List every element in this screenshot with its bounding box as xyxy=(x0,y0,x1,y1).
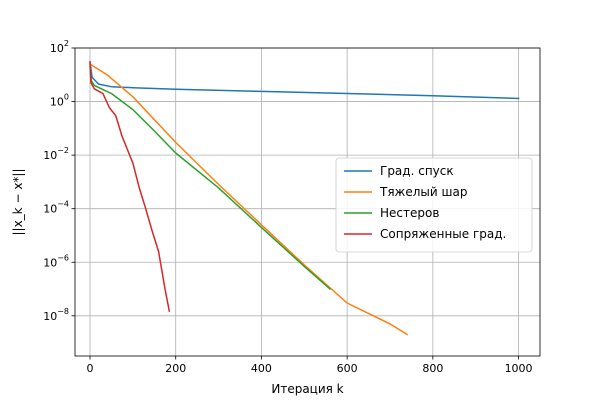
plot-frame xyxy=(74,47,541,357)
series-line xyxy=(89,65,332,291)
x-tick-label: 1000 xyxy=(505,362,533,375)
x-tick-label: 0 xyxy=(87,362,94,375)
x-tick-label: 600 xyxy=(337,362,358,375)
series-line xyxy=(89,61,520,100)
legend-label: Тяжелый шар xyxy=(379,185,467,199)
y-tick-label: 10−4 xyxy=(43,200,69,216)
series-lines xyxy=(88,61,520,336)
legend-label: Сопряженные град. xyxy=(380,227,506,241)
series-line xyxy=(88,63,409,336)
y-tick-label: 10−6 xyxy=(43,253,69,269)
x-axis-label: Итерация k xyxy=(271,382,343,396)
y-axis-ticks: 102 100 10−2 10−4 10−6 10−8 xyxy=(43,39,75,323)
x-tick-label: 200 xyxy=(165,362,186,375)
legend-label: Град. спуск xyxy=(380,164,454,178)
legend: Град. спуск Тяжелый шар Нестеров Сопряженны… xyxy=(335,157,533,253)
series-line xyxy=(89,61,171,312)
x-tick-label: 400 xyxy=(251,362,272,375)
legend-box xyxy=(335,157,533,253)
y-tick-label: 10−2 xyxy=(43,146,69,162)
y-axis-label: ||x_k − x*|| xyxy=(11,168,25,235)
y-tick-label: 10−8 xyxy=(43,307,69,323)
y-tick-label: 102 xyxy=(50,39,69,55)
y-tick-label: 100 xyxy=(50,93,69,109)
legend-label: Нестеров xyxy=(380,206,439,220)
x-tick-label: 800 xyxy=(422,362,443,375)
x-axis-ticks: 0 200 400 600 800 1000 xyxy=(87,356,533,375)
